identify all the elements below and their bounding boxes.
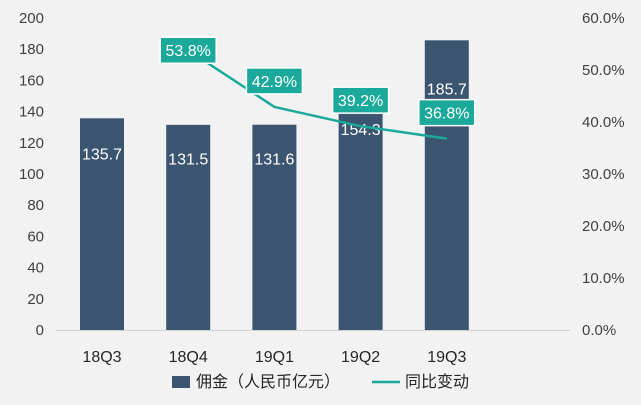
legend-label-bar: 佣金（人民币亿元） (196, 372, 340, 391)
x-category-label: 19Q2 (341, 349, 380, 366)
y-right-tick-label: 50.0% (582, 62, 625, 79)
legend-label-line: 同比变动 (405, 372, 469, 391)
line-path (187, 49, 447, 140)
legend-swatch-bar (172, 376, 190, 388)
bar (166, 124, 211, 330)
y-right-tick-label: 60.0% (582, 10, 625, 27)
y-right-tick-label: 30.0% (582, 166, 625, 183)
y-left-tick-label: 120 (19, 135, 44, 152)
x-category-label: 19Q3 (427, 349, 466, 366)
bar (80, 118, 124, 330)
x-category-label: 19Q1 (255, 349, 294, 366)
y-right-tick-label: 20.0% (582, 218, 625, 235)
bar-data-label: 131.6 (254, 152, 294, 169)
line-data-label: 53.8% (159, 36, 217, 64)
y-left-tick-label: 140 (19, 104, 44, 121)
line-label-box (331, 86, 390, 114)
y-left-tick-label: 20 (27, 291, 44, 308)
y-right-tick-label: 40.0% (582, 114, 625, 131)
legend-item-bar: 佣金（人民币亿元） (172, 372, 340, 391)
x-category-label: 18Q3 (82, 349, 121, 366)
y-left-tick-label: 40 (27, 260, 44, 277)
legend-item-line: 同比变动 (372, 372, 469, 391)
y-left-tick-label: 100 (19, 166, 44, 183)
bar (424, 40, 469, 331)
y-right-tick-label: 0.0% (582, 322, 616, 339)
line-label-box (418, 98, 476, 127)
bar-data-label: 185.7 (427, 82, 467, 99)
line-label-box (245, 67, 304, 95)
y-axis-left: 0 20 40 60 80 100 120 140 160 180 200 (19, 10, 570, 339)
x-axis-categories: 18Q3 18Q4 19Q1 19Q2 19Q3 (82, 349, 466, 366)
bar-data-label: 131.5 (168, 152, 208, 169)
bar-series (80, 40, 469, 331)
bar-data-label: 154.3 (341, 122, 381, 139)
line-series (187, 49, 447, 140)
y-left-tick-label: 80 (27, 197, 44, 214)
y-left-tick-label: 60 (27, 228, 44, 245)
line-label-box (159, 36, 217, 64)
line-data-labels: 53.8% 42.9% 39.2% 36.8% (159, 36, 476, 127)
line-data-label: 39.2% (331, 86, 390, 114)
y-left-tick-label: 200 (19, 10, 44, 27)
bar-data-label: 135.7 (82, 146, 122, 163)
y-right-tick-label: 10.0% (582, 270, 625, 287)
y-axis-right: 0.0% 10.0% 20.0% 30.0% 40.0% 50.0% 60.0% (582, 10, 625, 339)
legend: 佣金（人民币亿元） 同比变动 (172, 372, 469, 391)
line-label-text: 53.8% (166, 43, 211, 60)
bar (252, 124, 297, 330)
line-data-label: 36.8% (418, 98, 476, 127)
y-left-tick-label: 180 (19, 41, 44, 58)
x-category-label: 18Q4 (169, 349, 208, 366)
y-left-tick-label: 0 (36, 322, 44, 339)
line-label-text: 42.9% (252, 74, 297, 91)
line-data-label: 42.9% (245, 67, 304, 95)
line-label-text: 36.8% (424, 106, 469, 123)
line-label-text: 39.2% (338, 93, 383, 110)
y-left-tick-label: 160 (19, 72, 44, 89)
